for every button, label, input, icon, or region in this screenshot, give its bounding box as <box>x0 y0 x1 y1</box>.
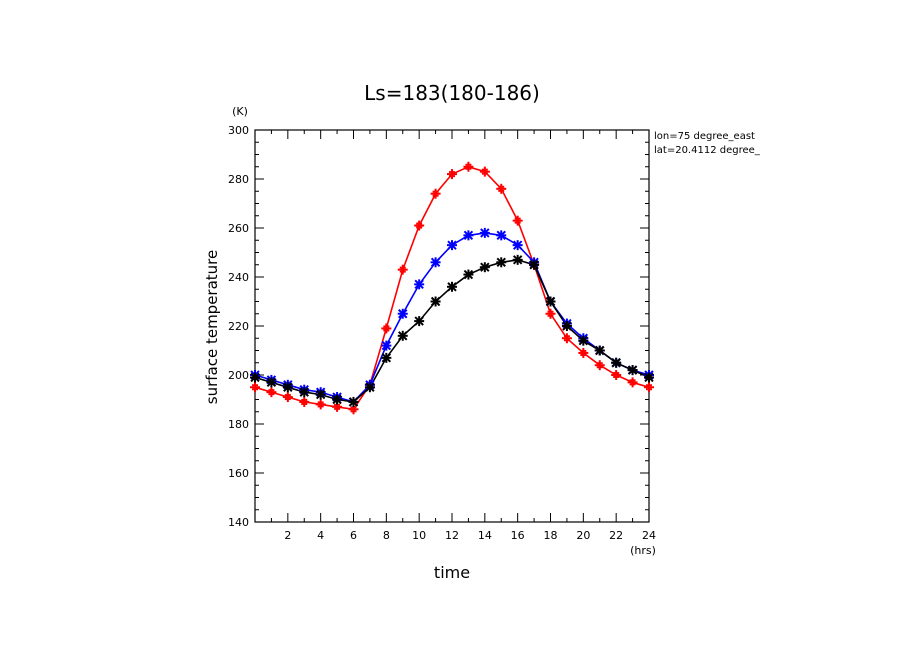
data-point <box>496 257 507 268</box>
data-point <box>512 240 523 251</box>
x-axis-label: time <box>434 563 470 582</box>
data-point <box>348 396 359 407</box>
x-unit-label: (hrs) <box>630 544 656 557</box>
x-tick-label: 10 <box>412 529 426 542</box>
series-line <box>254 259 650 403</box>
x-tick-label: 22 <box>609 529 623 542</box>
y-tick-label: 160 <box>228 467 249 480</box>
data-point <box>447 240 457 251</box>
x-tick-label: 4 <box>317 529 324 542</box>
data-point <box>627 377 638 388</box>
data-point <box>512 215 523 226</box>
data-point <box>644 382 654 393</box>
data-point <box>447 281 457 292</box>
data-point <box>496 230 507 241</box>
plot-frame <box>254 129 650 523</box>
data-point <box>594 360 605 371</box>
data-point <box>397 330 408 341</box>
data-point <box>479 166 490 177</box>
series-group <box>250 161 654 415</box>
data-point <box>644 372 654 383</box>
data-point <box>447 169 457 180</box>
y-tick-label: 200 <box>228 369 249 382</box>
data-point <box>315 399 326 410</box>
y-tick-label: 140 <box>228 516 249 529</box>
data-point <box>479 227 490 238</box>
x-tick-label: 2 <box>284 529 291 542</box>
data-point <box>594 345 605 356</box>
data-point <box>611 357 622 368</box>
data-point <box>545 296 556 307</box>
data-point <box>463 161 474 172</box>
data-point <box>414 316 425 327</box>
data-point <box>578 347 589 358</box>
axis-ticks: 2 4 6 8 10 12 14 16 18 20 22 2414016018020022024026… <box>228 124 656 542</box>
data-point <box>397 308 408 319</box>
y-tick-label: 280 <box>228 173 249 186</box>
data-point <box>381 340 392 351</box>
data-point <box>266 377 277 388</box>
data-point <box>561 333 572 344</box>
data-point <box>282 382 293 393</box>
data-point <box>611 370 622 380</box>
data-point <box>250 372 260 383</box>
series-line <box>254 232 650 403</box>
x-tick-label: 16 <box>511 529 525 542</box>
y-tick-label: 240 <box>228 271 249 284</box>
y-tick-label: 260 <box>228 222 249 235</box>
data-point <box>414 220 425 231</box>
x-tick-label: 8 <box>383 529 390 542</box>
x-tick-label: 18 <box>544 529 558 542</box>
y-tick-label: 180 <box>228 418 249 431</box>
x-tick-label: 6 <box>350 529 357 542</box>
y-axis-label: surface temperature <box>203 250 221 405</box>
annotation-lat: lat=20.4112 degree_ <box>654 145 761 156</box>
data-point <box>496 183 507 194</box>
data-point <box>479 262 490 273</box>
x-tick-label: 14 <box>478 529 492 542</box>
data-point <box>512 254 523 265</box>
y-tick-label: 220 <box>228 320 249 333</box>
x-tick-label: 12 <box>445 529 459 542</box>
data-point <box>250 382 260 393</box>
x-tick-label: 24 <box>642 529 656 542</box>
data-point <box>545 308 556 319</box>
data-point <box>332 394 343 405</box>
data-point <box>299 396 310 407</box>
data-point <box>315 389 326 400</box>
data-point <box>266 387 277 398</box>
data-point <box>578 335 589 346</box>
chart-title: Ls=183(180-186) <box>364 81 540 105</box>
data-point <box>299 387 310 398</box>
data-point <box>381 352 392 363</box>
data-point <box>381 323 392 334</box>
data-point <box>561 321 572 331</box>
data-point <box>430 296 441 307</box>
data-point <box>397 264 408 275</box>
data-point <box>282 392 293 403</box>
data-point <box>430 257 441 268</box>
data-point <box>414 279 425 290</box>
data-point <box>463 269 474 280</box>
data-point <box>529 259 540 270</box>
data-point <box>627 365 638 376</box>
annotation-lon: lon=75 degree_east <box>654 131 755 142</box>
data-point <box>364 382 375 393</box>
data-point <box>463 230 474 241</box>
x-tick-label: 20 <box>576 529 590 542</box>
y-tick-label: 300 <box>228 124 249 137</box>
y-unit-label: (K) <box>232 105 248 118</box>
data-point <box>430 188 441 199</box>
